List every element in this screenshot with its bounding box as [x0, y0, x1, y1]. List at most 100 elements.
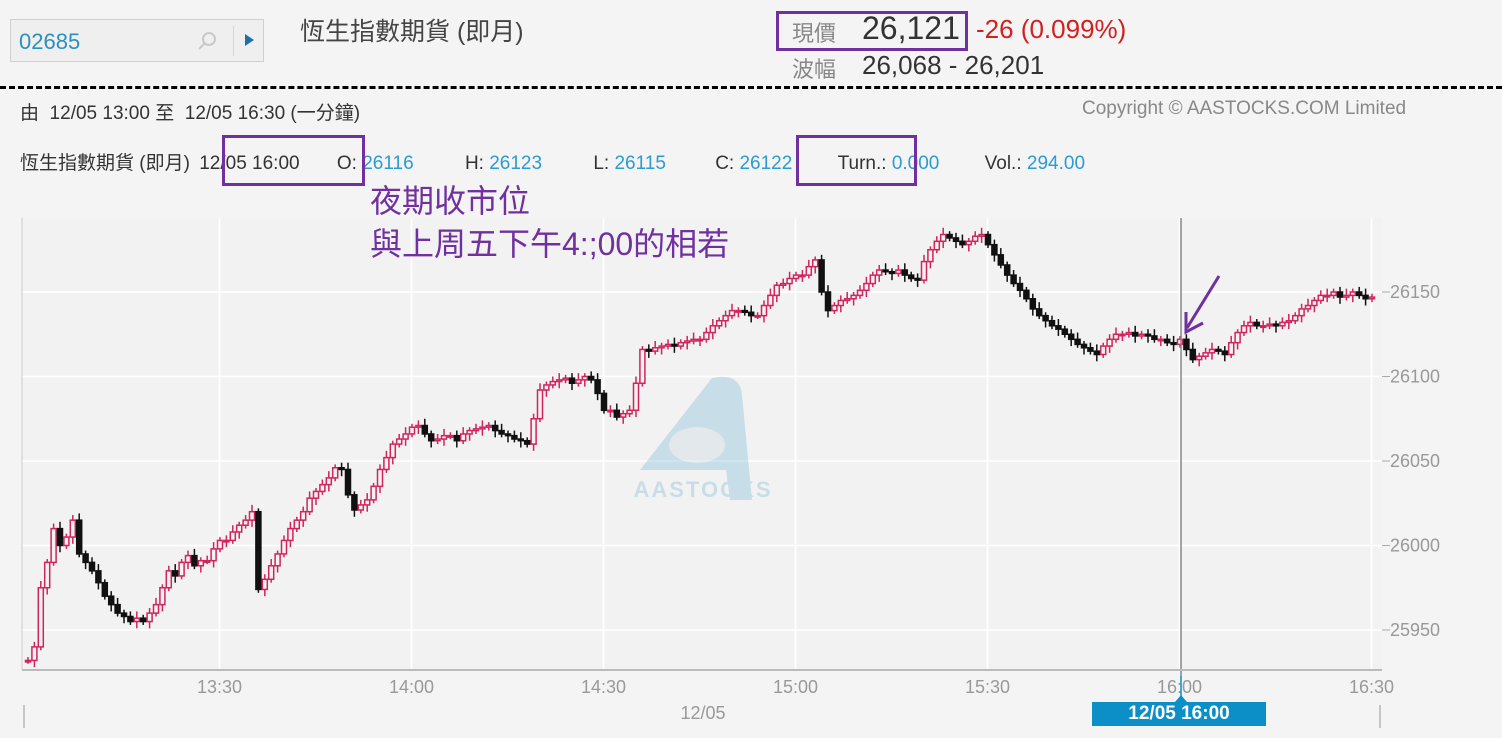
candle: [907, 271, 915, 282]
candle-body-down: [1163, 338, 1171, 344]
candle: [1010, 270, 1017, 287]
candle: [242, 515, 249, 529]
candle-body-down: [1221, 350, 1229, 356]
candle-body-up: [299, 510, 307, 521]
candle-body-up: [466, 429, 473, 435]
candle-body-up: [389, 443, 397, 459]
candle-body-up: [293, 519, 301, 530]
candle-body-down: [95, 570, 102, 584]
candle-body-up: [1202, 352, 1209, 357]
candle: [223, 535, 230, 548]
candle: [1189, 342, 1197, 363]
divider: [233, 26, 234, 56]
go-button[interactable]: [235, 20, 265, 61]
candle: [971, 231, 979, 245]
candle: [31, 641, 38, 668]
candle-body-up: [274, 553, 281, 567]
candle-body-down: [959, 240, 966, 246]
candle-body-up: [325, 477, 333, 486]
candle: [1163, 334, 1171, 347]
candle-body-down: [613, 409, 621, 418]
candle: [165, 565, 173, 592]
range-label: 波幅: [792, 57, 837, 82]
y-tick-label: 26000: [1390, 536, 1440, 556]
candle: [587, 371, 595, 384]
candle: [1291, 312, 1299, 325]
candle-body-up: [24, 659, 32, 663]
candle: [1125, 327, 1133, 338]
candle: [1253, 319, 1261, 330]
candle: [549, 376, 557, 389]
candle-body-up: [184, 554, 192, 564]
candle-body-down: [747, 311, 755, 317]
candle-body-down: [907, 274, 915, 280]
candle: [1247, 315, 1254, 333]
candle: [946, 231, 953, 242]
x-tick-label: 14:00: [389, 677, 434, 697]
candle: [485, 422, 493, 431]
candle: [1003, 261, 1011, 282]
candle-body-down: [1029, 298, 1037, 310]
candle-body-up: [312, 490, 320, 499]
candle-body-down: [1170, 341, 1177, 346]
candle-body-up: [146, 612, 153, 623]
candle: [914, 273, 921, 287]
candle: [811, 256, 819, 274]
candle-body-up: [722, 314, 729, 322]
candle-body-up: [754, 314, 761, 318]
search-icon[interactable]: [195, 29, 219, 53]
candle-body-down: [344, 468, 352, 496]
candle: [1311, 297, 1318, 313]
candle: [133, 611, 141, 629]
candle-body-down: [1144, 333, 1152, 337]
current-price: 26,121: [862, 10, 960, 46]
candle-body-up: [159, 587, 166, 606]
candle-body-up: [1112, 333, 1120, 341]
candle: [805, 259, 813, 279]
candle-body-up: [555, 379, 563, 383]
candle-body-down: [453, 434, 461, 442]
candle-body-up: [261, 578, 269, 591]
candle: [1035, 302, 1043, 320]
candle: [1157, 335, 1165, 347]
candle: [1131, 325, 1139, 343]
candle-body-up: [677, 341, 685, 347]
candle-body-up: [43, 561, 51, 589]
candle: [191, 548, 198, 570]
candle: [882, 263, 889, 276]
price-change: -26 (0.099%): [976, 14, 1127, 44]
candle-body-up: [626, 409, 633, 415]
candle-body-up: [1227, 341, 1235, 356]
candle-body-down: [1131, 331, 1139, 337]
aastocks-watermark: AASTOCKS: [633, 376, 771, 502]
candle-body-up: [280, 539, 288, 555]
candle: [408, 423, 416, 438]
x-tick-label: 15:30: [965, 677, 1010, 697]
candle: [619, 410, 627, 424]
candle: [421, 418, 429, 438]
candle-body-down: [1272, 323, 1280, 327]
volume-value: 294.00: [1026, 153, 1086, 174]
candle-body-up: [479, 426, 486, 430]
candle: [1272, 320, 1280, 333]
candle: [1151, 329, 1158, 343]
x-date-label: 12/05: [680, 703, 725, 723]
candle: [1362, 288, 1369, 306]
volume-label: Vol.:: [984, 153, 1022, 174]
candle: [344, 462, 352, 499]
candle-body-down: [421, 424, 429, 435]
candle-body-up: [459, 433, 467, 442]
candle: [959, 234, 966, 249]
candle-body-up: [287, 527, 294, 542]
candle-body-up: [939, 233, 947, 243]
candle-body-up: [485, 424, 493, 428]
candle-body-up: [216, 539, 224, 550]
candle: [120, 609, 128, 624]
candle: [1144, 329, 1152, 343]
candle-body-up: [152, 603, 160, 614]
candle-body-up: [178, 561, 185, 577]
candle: [1323, 288, 1331, 303]
stock-code-input[interactable]: [17, 28, 191, 56]
candle-body-down: [914, 277, 921, 281]
